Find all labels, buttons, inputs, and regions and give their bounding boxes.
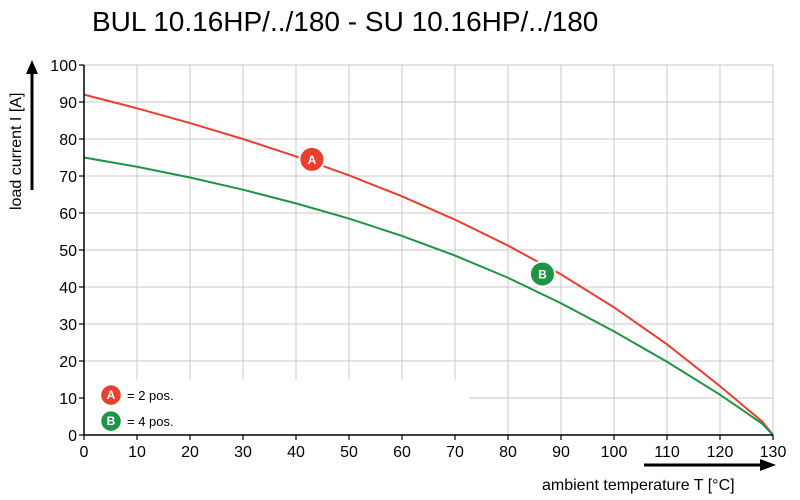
- x-tick-label-130: 130: [760, 444, 787, 461]
- y-tick-label-50: 50: [59, 243, 77, 260]
- y-tick-label-70: 70: [59, 169, 77, 186]
- y-tick-label-40: 40: [59, 280, 77, 297]
- y-tick-label-100: 100: [50, 58, 77, 75]
- x-tick-labels: 0 10 20 30 40 50 60 70 80 90 100 110 120 130: [80, 444, 787, 461]
- series-line-B: [83, 156, 774, 436]
- y-tick-label-60: 60: [59, 206, 77, 223]
- x-axis-label-group: ambient temperature T [°C]: [542, 459, 776, 494]
- series-marker-label-B: B: [538, 268, 547, 282]
- x-tick-label-100: 100: [601, 444, 628, 461]
- y-tick-label-0: 0: [68, 428, 77, 445]
- y-tick-label-80: 80: [59, 132, 77, 149]
- x-tick-label-110: 110: [654, 444, 680, 461]
- series-marker-label-A: A: [308, 153, 317, 167]
- axes: [79, 64, 774, 440]
- x-axis-arrowhead: [760, 459, 776, 471]
- x-tick-label-70: 70: [446, 444, 464, 461]
- y-axis-arrowhead: [26, 60, 38, 74]
- y-axis-label-group: load current I [A]: [8, 60, 38, 210]
- y-tick-label-90: 90: [59, 95, 77, 112]
- series-marker-A: [298, 145, 326, 173]
- y-tick-label-10: 10: [59, 391, 77, 408]
- legend-marker-A: [99, 383, 123, 407]
- x-tick-label-90: 90: [552, 444, 570, 461]
- legend-marker-label-A: A: [107, 388, 116, 402]
- series-line-A: [83, 93, 774, 436]
- series-layer: AB: [83, 93, 774, 436]
- y-tick-label-30: 30: [59, 317, 77, 334]
- legend: A = 2 pos. B = 4 pos.: [99, 383, 174, 433]
- x-axis-label: ambient temperature T [°C]: [542, 477, 735, 494]
- y-tick-label-20: 20: [59, 354, 77, 371]
- legend-panel: [85, 379, 469, 434]
- legend-marker-label-B: B: [107, 414, 116, 428]
- chart-title: BUL 10.16HP/../180 - SU 10.16HP/../180: [92, 6, 599, 37]
- legend-label-A: = 2 pos.: [127, 388, 174, 403]
- x-tick-label-30: 30: [234, 444, 252, 461]
- series-marker-B: [528, 260, 556, 288]
- legend-background: [85, 379, 469, 434]
- x-tick-label-120: 120: [707, 444, 734, 461]
- y-axis-label: load current I [A]: [8, 93, 25, 210]
- x-tick-label-10: 10: [128, 444, 146, 461]
- x-tick-label-0: 0: [80, 444, 89, 461]
- x-tick-label-20: 20: [181, 444, 199, 461]
- x-tick-label-50: 50: [340, 444, 358, 461]
- x-tick-label-40: 40: [287, 444, 305, 461]
- legend-marker-B: [99, 409, 123, 433]
- x-tick-label-80: 80: [499, 444, 517, 461]
- y-tick-labels: 0 10 20 30 40 50 60 70 80 90 100: [50, 58, 77, 445]
- x-tick-label-60: 60: [393, 444, 411, 461]
- legend-label-B: = 4 pos.: [127, 414, 174, 429]
